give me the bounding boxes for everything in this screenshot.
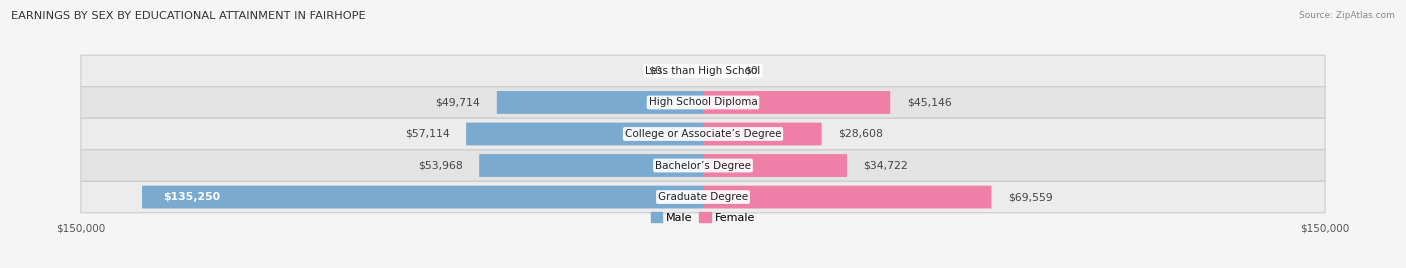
Text: Graduate Degree: Graduate Degree bbox=[658, 192, 748, 202]
Text: $57,114: $57,114 bbox=[405, 129, 450, 139]
FancyBboxPatch shape bbox=[703, 91, 890, 114]
FancyBboxPatch shape bbox=[703, 122, 821, 146]
Text: $34,722: $34,722 bbox=[863, 161, 908, 170]
Text: $0: $0 bbox=[744, 66, 758, 76]
FancyBboxPatch shape bbox=[142, 186, 703, 209]
Text: $135,250: $135,250 bbox=[163, 192, 219, 202]
Text: EARNINGS BY SEX BY EDUCATIONAL ATTAINMENT IN FAIRHOPE: EARNINGS BY SEX BY EDUCATIONAL ATTAINMEN… bbox=[11, 11, 366, 21]
FancyBboxPatch shape bbox=[479, 154, 703, 177]
FancyBboxPatch shape bbox=[82, 150, 1324, 181]
FancyBboxPatch shape bbox=[467, 122, 703, 146]
FancyBboxPatch shape bbox=[82, 118, 1324, 150]
Text: Bachelor’s Degree: Bachelor’s Degree bbox=[655, 161, 751, 170]
Legend: Male, Female: Male, Female bbox=[651, 212, 755, 223]
Text: $69,559: $69,559 bbox=[1008, 192, 1053, 202]
FancyBboxPatch shape bbox=[82, 181, 1324, 213]
FancyBboxPatch shape bbox=[496, 91, 703, 114]
Text: $49,714: $49,714 bbox=[436, 98, 481, 107]
FancyBboxPatch shape bbox=[703, 154, 846, 177]
Text: College or Associate’s Degree: College or Associate’s Degree bbox=[624, 129, 782, 139]
FancyBboxPatch shape bbox=[703, 186, 991, 209]
Text: High School Diploma: High School Diploma bbox=[648, 98, 758, 107]
Text: Source: ZipAtlas.com: Source: ZipAtlas.com bbox=[1299, 11, 1395, 20]
Text: $0: $0 bbox=[648, 66, 662, 76]
Text: $53,968: $53,968 bbox=[418, 161, 463, 170]
Text: $28,608: $28,608 bbox=[838, 129, 883, 139]
Text: Less than High School: Less than High School bbox=[645, 66, 761, 76]
FancyBboxPatch shape bbox=[82, 87, 1324, 118]
Text: $45,146: $45,146 bbox=[907, 98, 952, 107]
FancyBboxPatch shape bbox=[82, 55, 1324, 87]
